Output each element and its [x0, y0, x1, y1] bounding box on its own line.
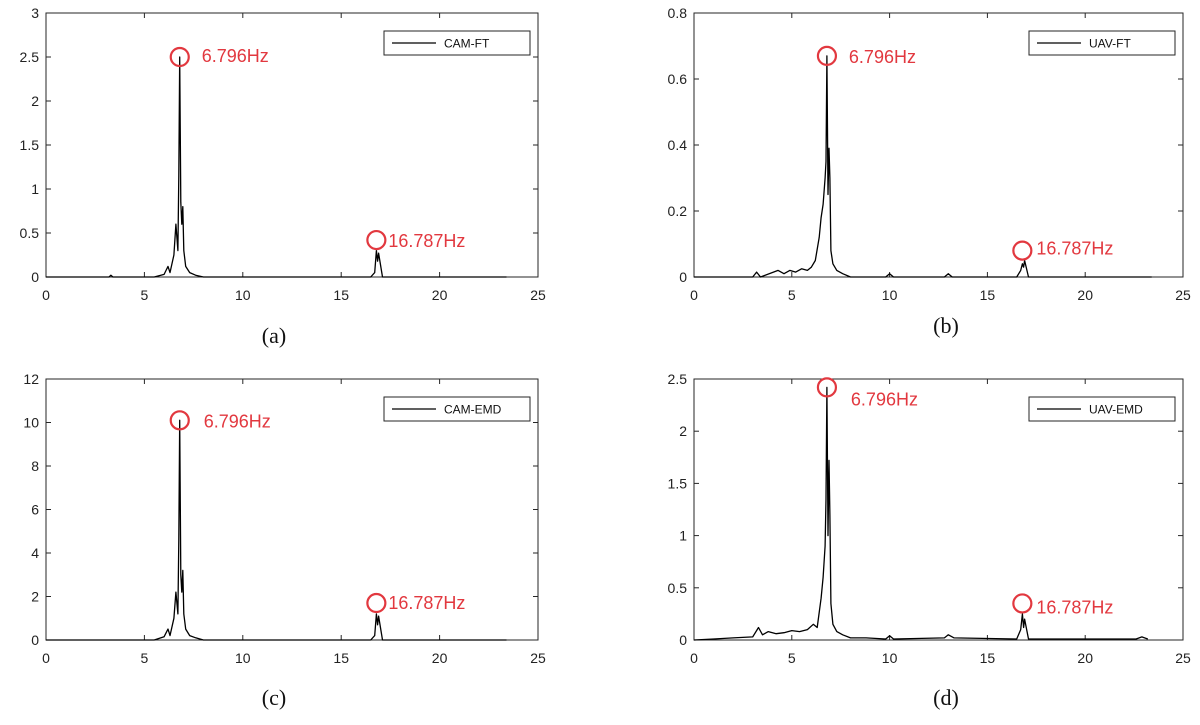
legend: UAV-EMD: [1028, 396, 1176, 422]
legend-entry: CAM-FT: [444, 37, 490, 51]
x-tick-label: 0: [42, 650, 50, 666]
x-tick-label: 5: [788, 287, 796, 303]
x-tick-label: 10: [882, 650, 898, 666]
y-tick-label: 0.5: [20, 225, 40, 241]
x-tick-label: 0: [42, 287, 50, 303]
y-tick-label: 0: [679, 632, 687, 648]
y-tick-label: 0.8: [668, 5, 688, 21]
y-tick-label: 6: [31, 502, 39, 518]
peak-marker-circle: [169, 46, 190, 68]
y-tick-label: 3: [31, 5, 39, 21]
peak-frequency-label: 6.796Hz: [851, 389, 918, 409]
chart-panel-2: 0 5 10 15 20 25 0 0.2 0.4 0.6 0.8 UAV-FT 6.796Hz 16.7…: [668, 5, 1191, 338]
y-tick-label: 0: [31, 269, 39, 285]
x-tick-label: 10: [235, 650, 251, 666]
y-tick-label: 0.5: [668, 580, 688, 596]
peak-marker-circle: [366, 229, 387, 251]
y-tick-label: 1.5: [668, 475, 688, 491]
chart-panel-3: 0 5 10 15 20 25 0 2 4 6 8 10 12 CAM-EMD 6.796Hz 16.787H…: [23, 371, 546, 710]
peak-frequency-label: 6.796Hz: [849, 47, 916, 67]
legend: UAV-FT: [1028, 30, 1176, 56]
y-tick-label: 0: [31, 632, 39, 648]
x-tick-label: 15: [980, 650, 996, 666]
series-line-cam-emd: [46, 419, 507, 641]
y-tick-label: 2: [31, 589, 39, 605]
plot-frame: [693, 12, 1184, 278]
y-tick-label: 4: [31, 545, 39, 561]
plot-frame: [45, 378, 539, 641]
peak-marker-circle: [816, 45, 838, 67]
x-tick-label: 20: [432, 287, 448, 303]
chart-panel-4: 0 5 10 15 20 25 0 0.5 1 1.5 2 2.5 UAV-EMD 6.796Hz 16.7…: [668, 371, 1191, 710]
y-tick-label: 2.5: [668, 371, 688, 387]
legend-entry: CAM-EMD: [444, 403, 502, 417]
peak-frequency-label: 16.787Hz: [388, 231, 465, 251]
peak-marker-circle: [1012, 240, 1033, 261]
peak-frequency-label: 16.787Hz: [1036, 239, 1113, 259]
chart-panel-1: 0 5 10 15 20 25 0 0.5 1 1.5 2 2.5 3 CAM-FT 6.796Hz 16.7…: [20, 5, 546, 348]
peak-marker-circle: [169, 410, 190, 431]
y-tick-label: 0.2: [668, 203, 688, 219]
y-tick-label: 2.5: [20, 49, 40, 65]
series-line-uav-emd: [693, 386, 1149, 641]
y-tick-label: 1: [31, 181, 39, 197]
legend-entry: UAV-FT: [1089, 37, 1131, 51]
plot-frame: [693, 378, 1184, 641]
series-line-uav-ft: [694, 55, 1152, 278]
panel-label: (b): [933, 313, 959, 338]
peak-frequency-label: 6.796Hz: [204, 411, 271, 431]
x-tick-label: 0: [690, 650, 698, 666]
x-tick-label: 25: [1175, 287, 1191, 303]
x-tick-label: 15: [333, 650, 349, 666]
panel-label: (a): [262, 323, 286, 348]
x-tick-label: 15: [980, 287, 996, 303]
legend-entry: UAV-EMD: [1089, 403, 1143, 417]
x-tick-label: 5: [141, 650, 149, 666]
panel-label: (d): [933, 685, 959, 710]
peak-frequency-label: 16.787Hz: [1036, 597, 1113, 617]
x-tick-label: 20: [432, 650, 448, 666]
peak-frequency-label: 6.796Hz: [202, 46, 269, 66]
legend: CAM-FT: [383, 30, 531, 56]
peak-frequency-label: 16.787Hz: [388, 593, 465, 613]
x-tick-label: 20: [1077, 650, 1093, 666]
y-tick-label: 10: [23, 415, 39, 431]
y-tick-label: 1.5: [20, 137, 40, 153]
peak-marker-circle: [816, 377, 838, 398]
series-line-cam-ft: [46, 56, 507, 278]
peak-marker-circle: [366, 592, 387, 614]
x-tick-label: 10: [235, 287, 251, 303]
x-tick-label: 5: [788, 650, 796, 666]
panel-label: (c): [262, 685, 286, 710]
x-tick-label: 25: [530, 287, 546, 303]
y-tick-label: 0.6: [668, 71, 688, 87]
peak-marker-circle: [1012, 593, 1033, 614]
y-tick-label: 8: [31, 458, 39, 474]
x-tick-label: 25: [1175, 650, 1191, 666]
y-tick-label: 0: [679, 269, 687, 285]
x-tick-label: 15: [333, 287, 349, 303]
y-tick-label: 2: [31, 93, 39, 109]
y-tick-label: 0.4: [668, 137, 688, 153]
legend: CAM-EMD: [383, 396, 531, 422]
y-tick-label: 1: [679, 528, 687, 544]
y-tick-label: 2: [679, 423, 687, 439]
x-tick-label: 5: [141, 287, 149, 303]
x-tick-label: 10: [882, 287, 898, 303]
x-tick-label: 20: [1077, 287, 1093, 303]
y-tick-label: 12: [23, 371, 39, 387]
plot-frame: [45, 12, 539, 278]
x-tick-label: 0: [690, 287, 698, 303]
x-tick-label: 25: [530, 650, 546, 666]
